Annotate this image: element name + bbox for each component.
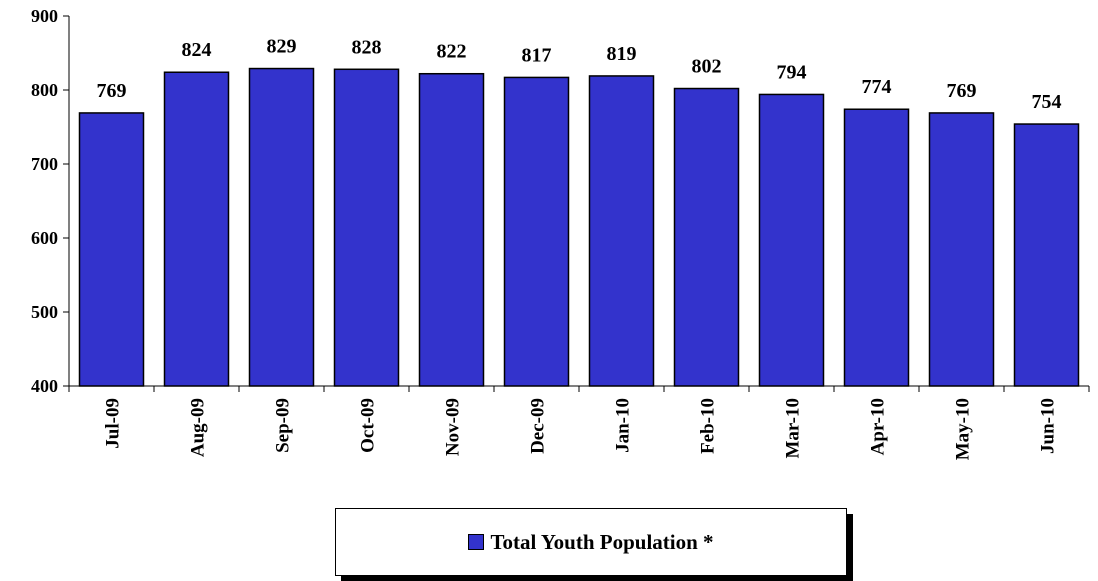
- x-tick-label: Mar-10: [783, 398, 804, 459]
- data-label: 754: [1032, 91, 1062, 113]
- data-label: 769: [947, 80, 977, 102]
- y-tick-label: 400: [31, 376, 58, 396]
- bar: [588, 75, 655, 387]
- x-tick-label: Oct-09: [358, 398, 379, 453]
- x-tick-label: Feb-10: [698, 398, 719, 454]
- data-label: 824: [182, 39, 212, 61]
- bar: [78, 112, 145, 387]
- bar: [163, 71, 230, 387]
- x-tick-label: May-10: [953, 398, 974, 460]
- y-tick-label: 700: [31, 154, 58, 174]
- data-label: 817: [522, 44, 552, 66]
- data-label: 822: [437, 41, 467, 63]
- data-label: 794: [777, 61, 807, 83]
- bar: [248, 67, 315, 387]
- x-tick-label: Dec-09: [528, 398, 549, 454]
- bar: [333, 68, 400, 387]
- bar: [418, 72, 485, 387]
- data-label: 802: [692, 56, 722, 78]
- legend-swatch: [468, 534, 485, 550]
- y-tick-label: 800: [31, 80, 58, 100]
- x-tick-label: Apr-10: [868, 398, 889, 455]
- x-tick-label: Jun-10: [1038, 398, 1059, 454]
- bar: [758, 93, 825, 387]
- x-tick-label: Sep-09: [273, 398, 294, 453]
- bar: [1013, 123, 1080, 387]
- legend-label: Total Youth Population *: [490, 529, 714, 554]
- y-tick-label: 900: [31, 6, 58, 26]
- y-tick-label: 600: [31, 228, 58, 248]
- bar: [843, 108, 910, 387]
- x-tick-label: Jul-09: [103, 398, 124, 449]
- bar: [503, 76, 570, 387]
- data-label: 828: [352, 36, 382, 58]
- x-tick-label: Nov-09: [443, 398, 464, 456]
- x-tick-label: Jan-10: [613, 398, 634, 453]
- data-label: 819: [607, 43, 637, 65]
- bar: [928, 112, 995, 387]
- data-label: 774: [862, 76, 892, 98]
- legend: Total Youth Population *: [335, 508, 847, 576]
- x-tick-label: Aug-09: [188, 398, 209, 457]
- bar: [673, 87, 740, 387]
- data-label: 829: [267, 36, 297, 58]
- data-label: 769: [97, 80, 127, 102]
- y-tick-label: 500: [31, 302, 58, 322]
